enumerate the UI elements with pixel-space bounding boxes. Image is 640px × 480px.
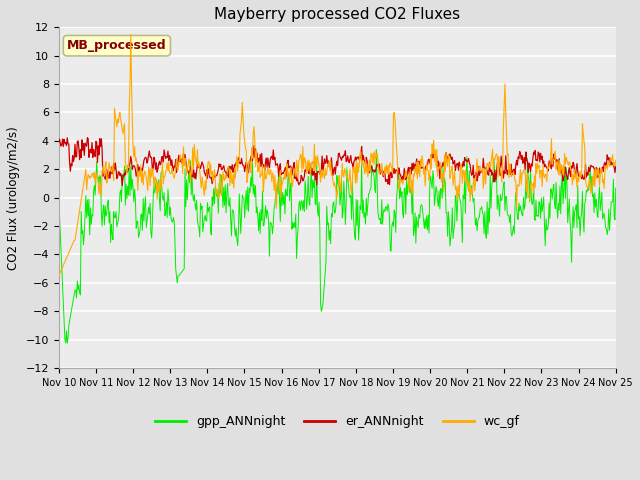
er_ANNnight — [423, 162, 431, 168]
Title: Mayberry processed CO2 Fluxes: Mayberry processed CO2 Fluxes — [214, 7, 460, 22]
gpp_ANNnight — [123, 196, 131, 202]
Legend: gpp_ANNnight, er_ANNnight, wc_gf: gpp_ANNnight, er_ANNnight, wc_gf — [150, 410, 525, 433]
er_ANNnight — [118, 183, 126, 189]
gpp_ANNnight — [55, 195, 63, 201]
er_ANNnight — [210, 175, 218, 181]
er_ANNnight — [55, 139, 63, 144]
wc_gf — [209, 179, 217, 184]
er_ANNnight — [612, 163, 620, 169]
wc_gf — [422, 169, 430, 175]
Line: er_ANNnight: er_ANNnight — [59, 138, 616, 186]
gpp_ANNnight — [180, 267, 188, 273]
gpp_ANNnight — [63, 340, 71, 346]
wc_gf — [65, 250, 72, 255]
gpp_ANNnight — [423, 213, 431, 219]
er_ANNnight — [406, 165, 414, 170]
wc_gf — [180, 144, 188, 150]
Line: gpp_ANNnight: gpp_ANNnight — [59, 149, 616, 343]
er_ANNnight — [65, 141, 72, 147]
er_ANNnight — [180, 159, 188, 165]
Y-axis label: CO2 Flux (urology/m2/s): CO2 Flux (urology/m2/s) — [7, 126, 20, 270]
gpp_ANNnight — [66, 318, 74, 324]
gpp_ANNnight — [612, 185, 620, 191]
Text: MB_processed: MB_processed — [67, 39, 166, 52]
gpp_ANNnight — [406, 190, 414, 196]
wc_gf — [612, 157, 620, 163]
wc_gf — [122, 165, 130, 170]
wc_gf — [406, 171, 413, 177]
wc_gf — [55, 273, 63, 279]
er_ANNnight — [124, 169, 131, 175]
gpp_ANNnight — [372, 146, 380, 152]
Line: wc_gf: wc_gf — [59, 35, 616, 276]
gpp_ANNnight — [209, 203, 217, 208]
wc_gf — [127, 32, 134, 37]
er_ANNnight — [84, 135, 92, 141]
